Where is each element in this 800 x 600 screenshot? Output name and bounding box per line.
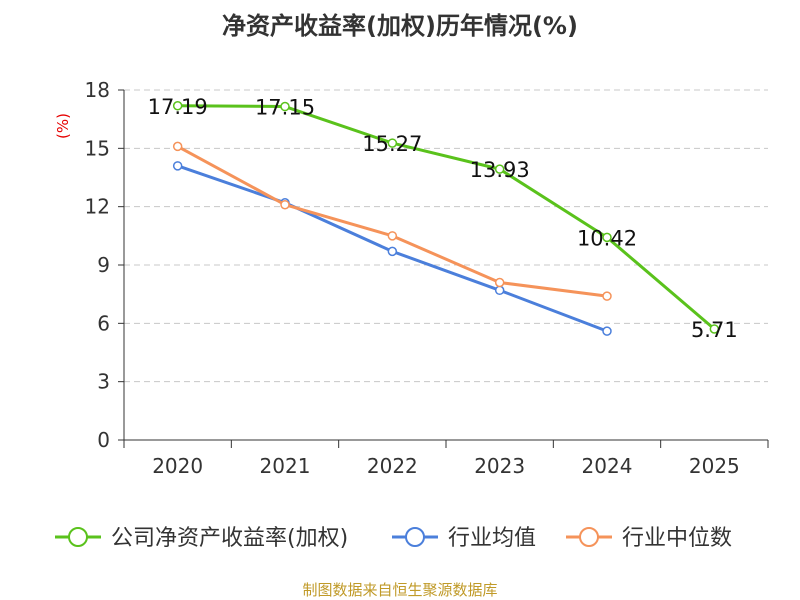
legend-label: 公司净资产收益率(加权) xyxy=(111,526,348,551)
legend-item-industry_avg: 行业均值 xyxy=(392,526,536,551)
data-label: 15.27 xyxy=(362,132,422,156)
x-tick-label: 2022 xyxy=(367,454,418,478)
legend: 公司净资产收益率(加权) 行业均值 行业中位数 xyxy=(55,526,732,551)
legend-item-industry_median: 行业中位数 xyxy=(566,526,732,551)
data-point-company xyxy=(494,164,505,174)
x-tick-label: 2025 xyxy=(689,454,740,478)
series-line-industry_median xyxy=(176,145,608,298)
y-tick-label: 18 xyxy=(85,78,110,102)
x-tick-label: 2020 xyxy=(152,454,203,478)
data-label: 5.71 xyxy=(691,318,738,342)
legend-marker xyxy=(68,527,88,547)
data-point-industry_avg xyxy=(387,246,398,257)
data-point-company xyxy=(387,138,398,148)
y-tick-label: 9 xyxy=(97,253,110,277)
data-point-industry_avg xyxy=(494,285,505,296)
data-point-industry_median xyxy=(280,199,290,210)
chart-title: 净资产收益率(加权)历年情况(%) xyxy=(222,12,578,40)
x-tick-label: 2021 xyxy=(260,454,311,478)
data-point-industry_avg xyxy=(172,161,183,171)
data-point-company xyxy=(280,101,290,112)
data-point-industry_median xyxy=(172,141,183,152)
source-note: 制图数据来自恒生聚源数据库 xyxy=(302,581,497,599)
legend-marker xyxy=(579,527,599,547)
data-point-industry_median xyxy=(494,277,505,288)
legend-label: 行业中位数 xyxy=(622,526,732,551)
data-label: 10.42 xyxy=(577,226,637,250)
y-tick-label: 15 xyxy=(85,136,110,160)
x-tick-label: 2023 xyxy=(474,454,525,478)
data-point-company xyxy=(172,101,183,111)
data-label: 13.93 xyxy=(470,158,530,182)
data-point-industry_avg xyxy=(602,326,612,336)
y-tick-label: 12 xyxy=(85,195,110,219)
y-tick-label: 0 xyxy=(97,428,110,452)
y-tick-label: 6 xyxy=(97,311,110,335)
y-axis-unit-label: (%) xyxy=(54,113,72,139)
legend-label: 行业均值 xyxy=(448,526,536,551)
x-tick-label: 2024 xyxy=(582,454,633,478)
series-line-company xyxy=(177,104,716,331)
data-label: 17.19 xyxy=(148,95,208,119)
data-point-industry_median xyxy=(387,231,398,241)
legend-marker xyxy=(405,527,425,547)
data-point-industry_median xyxy=(602,291,612,301)
y-tick-label: 3 xyxy=(97,370,110,394)
data-label: 17.15 xyxy=(255,96,315,120)
data-point-company xyxy=(602,232,612,243)
data-point-company xyxy=(709,324,720,334)
legend-item-company: 公司净资产收益率(加权) xyxy=(55,526,348,551)
